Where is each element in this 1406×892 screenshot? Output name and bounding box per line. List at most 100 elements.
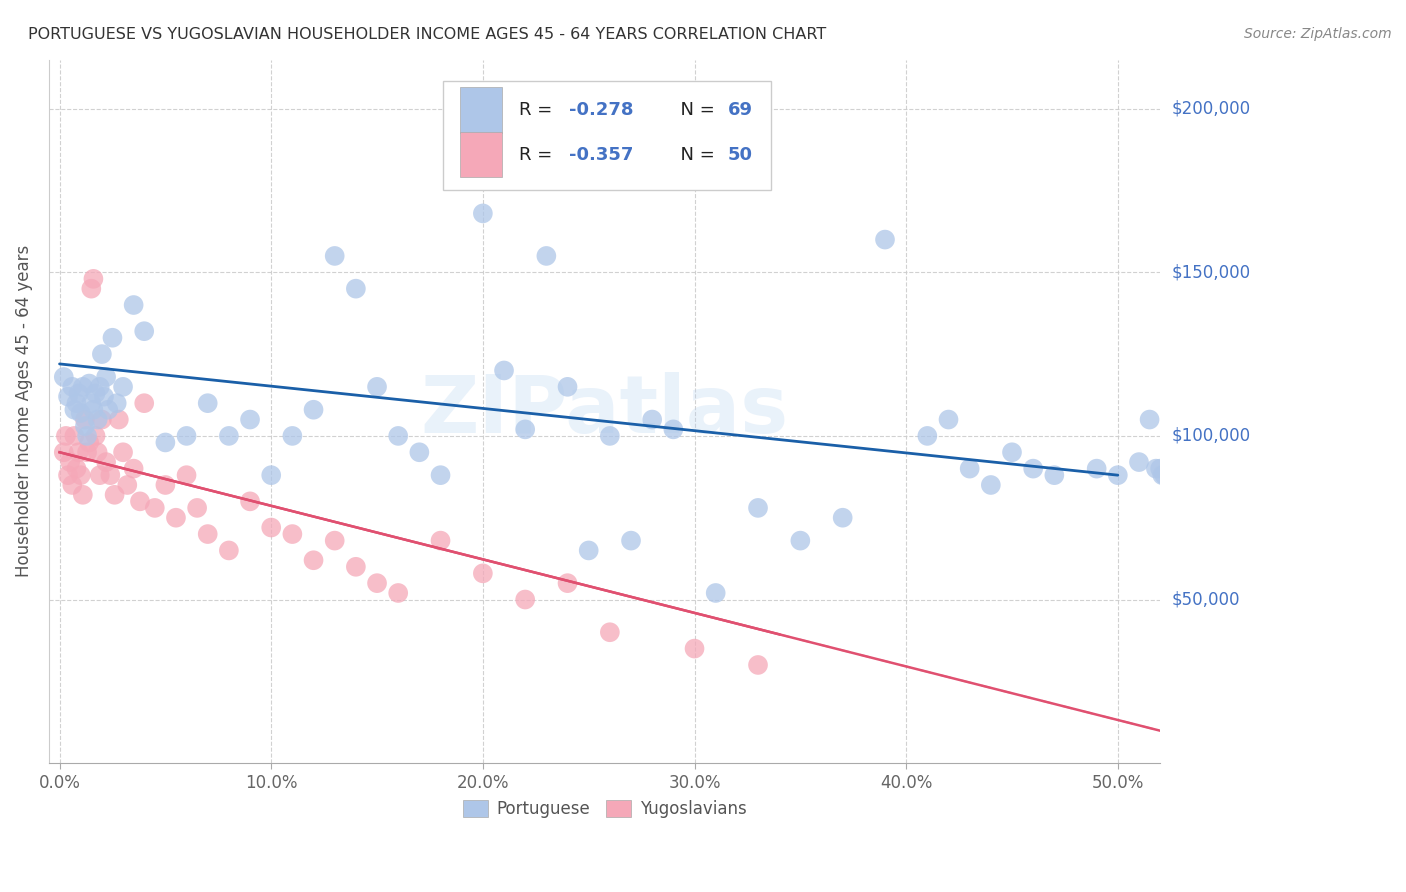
Point (84, 386, 107, 401)
Point (129, 494, 152, 508)
Point (143, 500, 166, 515)
Point (323, 533, 346, 548)
Point (302, 402, 325, 417)
Point (122, 461, 145, 475)
Point (103, 488, 125, 502)
Point (1153, 468, 1175, 483)
Point (55, 429, 77, 443)
Point (93, 390, 115, 404)
Point (1144, 461, 1167, 475)
Point (90, 412, 112, 426)
Point (515, 422, 537, 436)
Point (1022, 461, 1045, 475)
Point (641, 412, 664, 426)
Point (98, 468, 121, 483)
Point (80, 282, 103, 296)
Point (117, 478, 139, 492)
Point (65, 396, 87, 410)
Point (578, 543, 600, 558)
Point (557, 380, 579, 394)
Point (186, 500, 208, 515)
Point (281, 527, 304, 541)
Point (134, 396, 156, 410)
Point (76, 429, 98, 443)
Point (155, 435, 177, 450)
Point (620, 533, 643, 548)
Point (917, 429, 939, 443)
Y-axis label: Householder Income Ages 45 - 64 years: Householder Income Ages 45 - 64 years (15, 245, 32, 577)
Point (176, 468, 198, 483)
Point (69, 468, 91, 483)
Point (82, 272, 104, 286)
Text: R =: R = (519, 102, 558, 120)
Point (112, 445, 135, 459)
Bar (460, 87, 502, 133)
Point (56, 390, 79, 404)
Point (1128, 455, 1150, 469)
Point (134, 324, 156, 338)
Point (260, 468, 283, 483)
Point (1139, 412, 1161, 426)
Point (1085, 461, 1108, 475)
Point (80, 396, 103, 410)
Point (471, 566, 494, 581)
Point (73, 412, 96, 426)
Point (747, 500, 769, 515)
Point (536, 249, 558, 263)
Point (76, 445, 98, 459)
Text: N =: N = (669, 102, 720, 120)
Point (239, 412, 262, 426)
Point (873, 233, 896, 247)
Point (52, 370, 75, 384)
Point (471, 206, 494, 220)
Point (155, 478, 177, 492)
Point (557, 576, 579, 591)
Text: $50,000: $50,000 (1171, 591, 1240, 608)
Point (101, 331, 124, 345)
Point (86, 412, 108, 426)
Point (165, 510, 187, 524)
Point (67, 386, 90, 401)
Point (73, 419, 96, 434)
Point (599, 429, 621, 443)
Point (77, 376, 100, 391)
Point (323, 249, 346, 263)
Point (86, 445, 108, 459)
Point (97, 402, 120, 417)
Text: $100,000: $100,000 (1171, 427, 1250, 445)
Text: PORTUGUESE VS YUGOSLAVIAN HOUSEHOLDER INCOME AGES 45 - 64 YEARS CORRELATION CHAR: PORTUGUESE VS YUGOSLAVIAN HOUSEHOLDER IN… (28, 27, 827, 42)
Text: $200,000: $200,000 (1171, 100, 1250, 118)
Text: $150,000: $150,000 (1171, 263, 1250, 281)
Point (239, 494, 262, 508)
Text: ZIPatlas: ZIPatlas (420, 372, 789, 450)
Point (65, 461, 87, 475)
Text: 50: 50 (728, 145, 752, 163)
Point (429, 468, 451, 483)
Point (1001, 445, 1024, 459)
Point (60, 478, 83, 492)
Point (63, 402, 86, 417)
Point (77, 435, 100, 450)
Point (1107, 468, 1129, 483)
Point (599, 625, 621, 640)
Point (1152, 468, 1174, 483)
Text: N =: N = (669, 145, 720, 163)
Point (387, 586, 409, 600)
Point (387, 429, 409, 443)
Text: Source: ZipAtlas.com: Source: ZipAtlas.com (1244, 27, 1392, 41)
Point (747, 657, 769, 672)
Point (1043, 468, 1066, 483)
Point (67, 445, 90, 459)
Point (197, 527, 219, 541)
Point (281, 429, 304, 443)
Point (90, 347, 112, 361)
Point (112, 380, 135, 394)
Point (515, 592, 537, 607)
Point (302, 553, 325, 567)
FancyBboxPatch shape (443, 80, 772, 190)
Text: 69: 69 (728, 102, 752, 120)
Point (1149, 461, 1171, 475)
Point (938, 412, 960, 426)
Point (52, 445, 75, 459)
Point (105, 396, 128, 410)
